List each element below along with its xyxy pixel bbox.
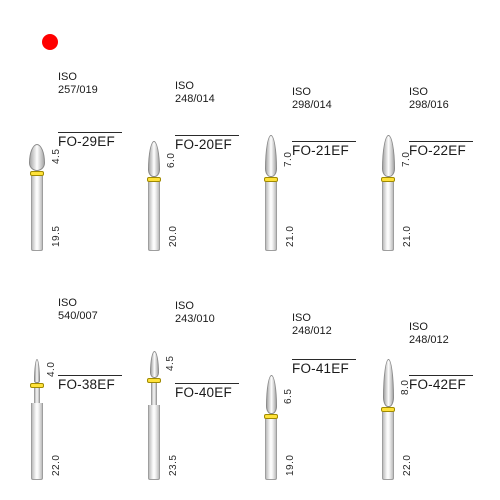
bur-grid: 4.5 19.5 ISO 257/019 FO-29EF 6.0 20.0 IS… xyxy=(20,40,480,480)
bur-info: ISO 243/010 FO-40EF xyxy=(175,300,247,402)
iso-number: 540/007 xyxy=(58,310,130,323)
iso-number: 243/010 xyxy=(175,313,247,326)
bur-cell: 6.0 20.0 ISO 248/014 FO-20EF xyxy=(137,40,246,251)
bur-tip xyxy=(383,359,394,407)
bur-cell: 4.0 22.0 ISO 540/007 FO-38EF xyxy=(20,269,129,480)
iso-label: ISO xyxy=(292,86,364,99)
bur-tip xyxy=(265,135,277,177)
bur-cell: 4.5 19.5 ISO 257/019 FO-29EF xyxy=(20,40,129,251)
bur-tip xyxy=(34,359,40,383)
product-code: FO-40EF xyxy=(175,383,239,401)
iso-number: 248/014 xyxy=(175,93,247,106)
bur-tip xyxy=(148,141,160,177)
product-code: FO-29EF xyxy=(58,132,122,150)
bur-diagram: 6.0 20.0 xyxy=(137,141,171,251)
bur-diagram: 4.5 23.5 xyxy=(137,351,171,480)
bur-cell: 7.0 21.0 ISO 298/014 FO-21EF xyxy=(254,40,363,251)
bur-shank xyxy=(382,182,394,251)
iso-label: ISO xyxy=(58,71,130,84)
tip-length-label: 4.5 xyxy=(165,356,176,371)
bur-cell: 4.5 23.5 ISO 243/010 FO-40EF xyxy=(137,269,246,480)
iso-number: 298/016 xyxy=(409,99,481,112)
iso-label: ISO xyxy=(409,86,481,99)
bur-diagram: 4.5 19.5 xyxy=(20,144,54,251)
bur-shank xyxy=(265,419,277,480)
bur-shank xyxy=(31,176,43,251)
bur-info: ISO 248/012 FO-41EF xyxy=(292,312,364,378)
iso-label: ISO xyxy=(175,300,247,313)
shank-length-label: 20.0 xyxy=(168,226,179,247)
bur-neck xyxy=(151,383,157,405)
bur-diagram: 8.0 22.0 xyxy=(371,359,405,480)
bur-tip xyxy=(266,375,277,414)
bur-shank xyxy=(382,412,394,480)
tip-length-label: 6.5 xyxy=(283,389,294,404)
iso-label: ISO xyxy=(175,80,247,93)
iso-number: 248/012 xyxy=(409,334,481,347)
bur-info: ISO 257/019 FO-29EF xyxy=(58,71,130,151)
bur-info: ISO 298/014 FO-21EF xyxy=(292,86,364,160)
iso-label: ISO xyxy=(58,297,130,310)
product-code: FO-41EF xyxy=(292,359,356,377)
iso-number: 298/014 xyxy=(292,99,364,112)
bur-cell: 6.5 19.0 ISO 248/012 FO-41EF xyxy=(254,269,363,480)
bur-shank xyxy=(148,405,160,480)
bur-diagram: 6.5 19.0 xyxy=(254,375,288,480)
product-code: FO-42EF xyxy=(409,375,473,393)
shank-length-label: 22.0 xyxy=(51,455,62,476)
shank-length-label: 21.0 xyxy=(402,226,413,247)
bur-diagram: 7.0 21.0 xyxy=(254,135,288,251)
bur-tip xyxy=(29,144,45,171)
product-code: FO-38EF xyxy=(58,375,122,393)
iso-label: ISO xyxy=(292,312,364,325)
bur-cell: 8.0 22.0 ISO 248/012 FO-42EF xyxy=(371,269,480,480)
product-code: FO-20EF xyxy=(175,135,239,153)
bur-tip xyxy=(150,351,159,378)
bur-diagram: 7.0 21.0 xyxy=(371,135,405,251)
product-code: FO-21EF xyxy=(292,141,356,159)
shank-length-label: 19.0 xyxy=(285,455,296,476)
product-code: FO-22EF xyxy=(409,141,473,159)
bur-shank xyxy=(31,403,43,480)
tip-length-label: 6.0 xyxy=(166,153,177,168)
shank-length-label: 23.5 xyxy=(168,455,179,476)
bur-info: ISO 248/012 FO-42EF xyxy=(409,321,481,394)
bur-shank xyxy=(265,182,277,251)
bur-info: ISO 248/014 FO-20EF xyxy=(175,80,247,154)
tip-length-label: 4.0 xyxy=(46,362,57,377)
bur-diagram: 4.0 22.0 xyxy=(20,359,54,480)
shank-length-label: 21.0 xyxy=(285,226,296,247)
bur-neck xyxy=(34,388,40,403)
shank-length-label: 19.5 xyxy=(51,226,62,247)
bur-cell: 7.0 21.0 ISO 298/016 FO-22EF xyxy=(371,40,480,251)
iso-number: 257/019 xyxy=(58,84,130,97)
bur-info: ISO 298/016 FO-22EF xyxy=(409,86,481,160)
bur-tip xyxy=(382,135,395,177)
bur-info: ISO 540/007 FO-38EF xyxy=(58,297,130,394)
tip-length-label: 4.5 xyxy=(51,149,62,164)
iso-number: 248/012 xyxy=(292,325,364,338)
bur-shank xyxy=(148,182,160,251)
iso-label: ISO xyxy=(409,321,481,334)
shank-length-label: 22.0 xyxy=(402,455,413,476)
